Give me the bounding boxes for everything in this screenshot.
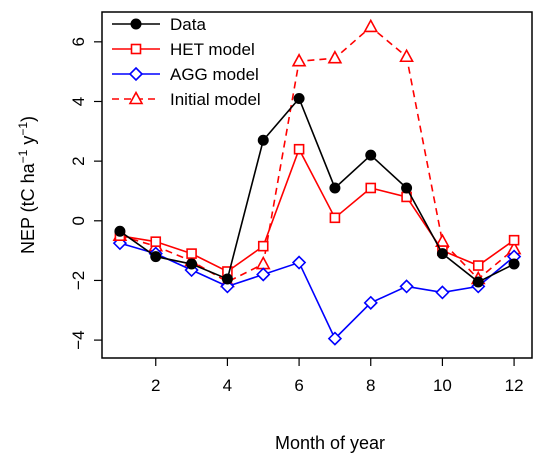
data-point bbox=[257, 240, 269, 252]
legend-label: Initial model bbox=[170, 90, 261, 109]
legend-item: AGG model bbox=[112, 65, 259, 84]
y-tick-label: 0 bbox=[69, 216, 88, 225]
data-point bbox=[435, 285, 450, 300]
data-point bbox=[327, 50, 343, 64]
data-point bbox=[130, 43, 142, 55]
series-het-model bbox=[114, 143, 520, 277]
legend-item: Data bbox=[112, 15, 206, 34]
y-axis: −4 −2 0 2 4 6 bbox=[69, 37, 102, 350]
data-point bbox=[255, 255, 271, 270]
data-point bbox=[472, 260, 484, 271]
legend-label: AGG model bbox=[170, 65, 259, 84]
data-point bbox=[329, 212, 341, 224]
data-point bbox=[327, 331, 343, 346]
series-agg-model bbox=[112, 236, 522, 346]
data-point bbox=[114, 225, 126, 237]
data-point bbox=[291, 255, 307, 270]
data-point bbox=[130, 18, 142, 30]
series-line bbox=[119, 96, 515, 283]
data-point bbox=[128, 66, 144, 82]
x-tick-label: 12 bbox=[505, 376, 524, 395]
legend: Data HET model AGG model Initial model bbox=[112, 15, 261, 109]
data-point bbox=[363, 18, 379, 33]
data-point bbox=[399, 48, 414, 63]
x-tick-label: 10 bbox=[433, 376, 452, 395]
y-tick-label: −4 bbox=[69, 330, 88, 349]
x-axis-title: Month of year bbox=[275, 433, 385, 453]
y-tick-label: 6 bbox=[69, 37, 88, 46]
data-point bbox=[128, 90, 144, 105]
series-initial-model bbox=[112, 18, 522, 288]
x-tick-label: 4 bbox=[223, 376, 232, 395]
data-point bbox=[363, 295, 378, 310]
data-point bbox=[508, 234, 520, 246]
data-point bbox=[508, 258, 520, 270]
legend-label: Data bbox=[170, 15, 206, 34]
x-axis: 2 4 6 8 10 12 bbox=[151, 358, 524, 395]
legend-item: Initial model bbox=[112, 90, 261, 109]
series-line bbox=[119, 242, 515, 340]
data-point bbox=[291, 53, 307, 67]
data-point bbox=[329, 182, 341, 194]
data-point bbox=[401, 182, 413, 194]
data-point bbox=[293, 143, 305, 155]
data-point bbox=[365, 149, 377, 161]
y-tick-label: 2 bbox=[69, 156, 88, 165]
data-point bbox=[150, 251, 162, 263]
plot-frame bbox=[101, 11, 533, 359]
data-point bbox=[436, 248, 448, 260]
x-tick-label: 2 bbox=[151, 376, 160, 395]
series-line bbox=[119, 147, 515, 273]
data-point bbox=[186, 258, 198, 270]
data-point bbox=[256, 267, 271, 282]
data-point bbox=[150, 236, 162, 247]
data-point bbox=[399, 279, 414, 294]
data-point bbox=[221, 273, 233, 285]
data-point bbox=[365, 182, 377, 194]
legend-item: HET model bbox=[112, 40, 255, 59]
series-line bbox=[119, 25, 515, 283]
data-point bbox=[293, 93, 305, 104]
x-tick-label: 6 bbox=[294, 376, 303, 395]
series-layer bbox=[112, 18, 522, 346]
y-axis-title: NEP (tC ha−1 y−1) bbox=[16, 116, 38, 254]
x-tick-label: 8 bbox=[366, 376, 375, 395]
y-tick-label: −2 bbox=[69, 271, 88, 290]
data-point bbox=[186, 248, 197, 259]
series-data bbox=[114, 93, 520, 288]
legend-label: HET model bbox=[170, 40, 255, 59]
data-point bbox=[472, 276, 484, 288]
data-point bbox=[257, 134, 269, 146]
y-tick-label: 4 bbox=[69, 97, 88, 106]
